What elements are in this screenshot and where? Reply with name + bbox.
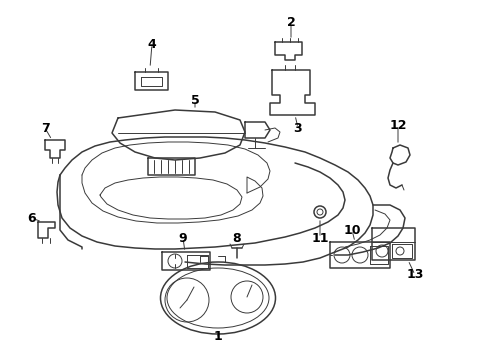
Text: 9: 9 xyxy=(179,231,187,244)
Text: 2: 2 xyxy=(287,15,295,28)
Text: 4: 4 xyxy=(147,37,156,50)
Text: 11: 11 xyxy=(311,231,329,244)
Text: 6: 6 xyxy=(28,212,36,225)
Text: 1: 1 xyxy=(214,329,222,342)
Text: 10: 10 xyxy=(343,224,361,237)
Text: 13: 13 xyxy=(406,269,424,282)
Text: 12: 12 xyxy=(389,118,407,131)
Text: 3: 3 xyxy=(294,122,302,135)
Text: 8: 8 xyxy=(233,231,241,244)
Text: 5: 5 xyxy=(191,94,199,107)
Text: 7: 7 xyxy=(41,122,49,135)
